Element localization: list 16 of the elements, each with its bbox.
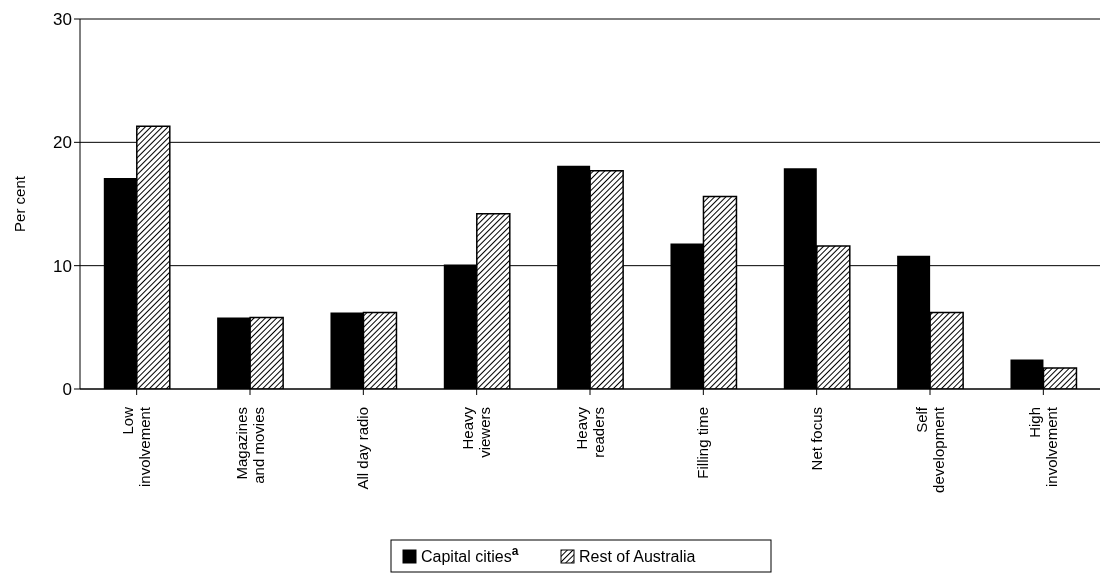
x-tick-label: All day radio bbox=[354, 407, 372, 490]
y-tick-label: 10 bbox=[53, 256, 72, 276]
x-tick-label: High involvement bbox=[1025, 406, 1060, 488]
x-tick-label: Filling time bbox=[694, 407, 712, 479]
y-tick-label: 0 bbox=[62, 380, 72, 400]
x-tick-label: Heavy viewers bbox=[459, 406, 494, 458]
y-axis-title: Per cent bbox=[11, 175, 29, 232]
legend-label: Capital cities$^{a}$ bbox=[421, 544, 519, 565]
x-tick-label: Low involvement bbox=[119, 406, 154, 488]
y-tick-label: 20 bbox=[53, 133, 72, 153]
x-tick-label: Self development bbox=[912, 406, 947, 493]
x-tick-label: Heavy readers bbox=[572, 406, 607, 458]
x-tick-label: Net focus bbox=[807, 407, 825, 471]
y-tick-label: 30 bbox=[53, 10, 72, 30]
x-tick-label: Magazines and movies bbox=[232, 407, 267, 484]
legend-label: Rest of Australia bbox=[579, 548, 696, 565]
